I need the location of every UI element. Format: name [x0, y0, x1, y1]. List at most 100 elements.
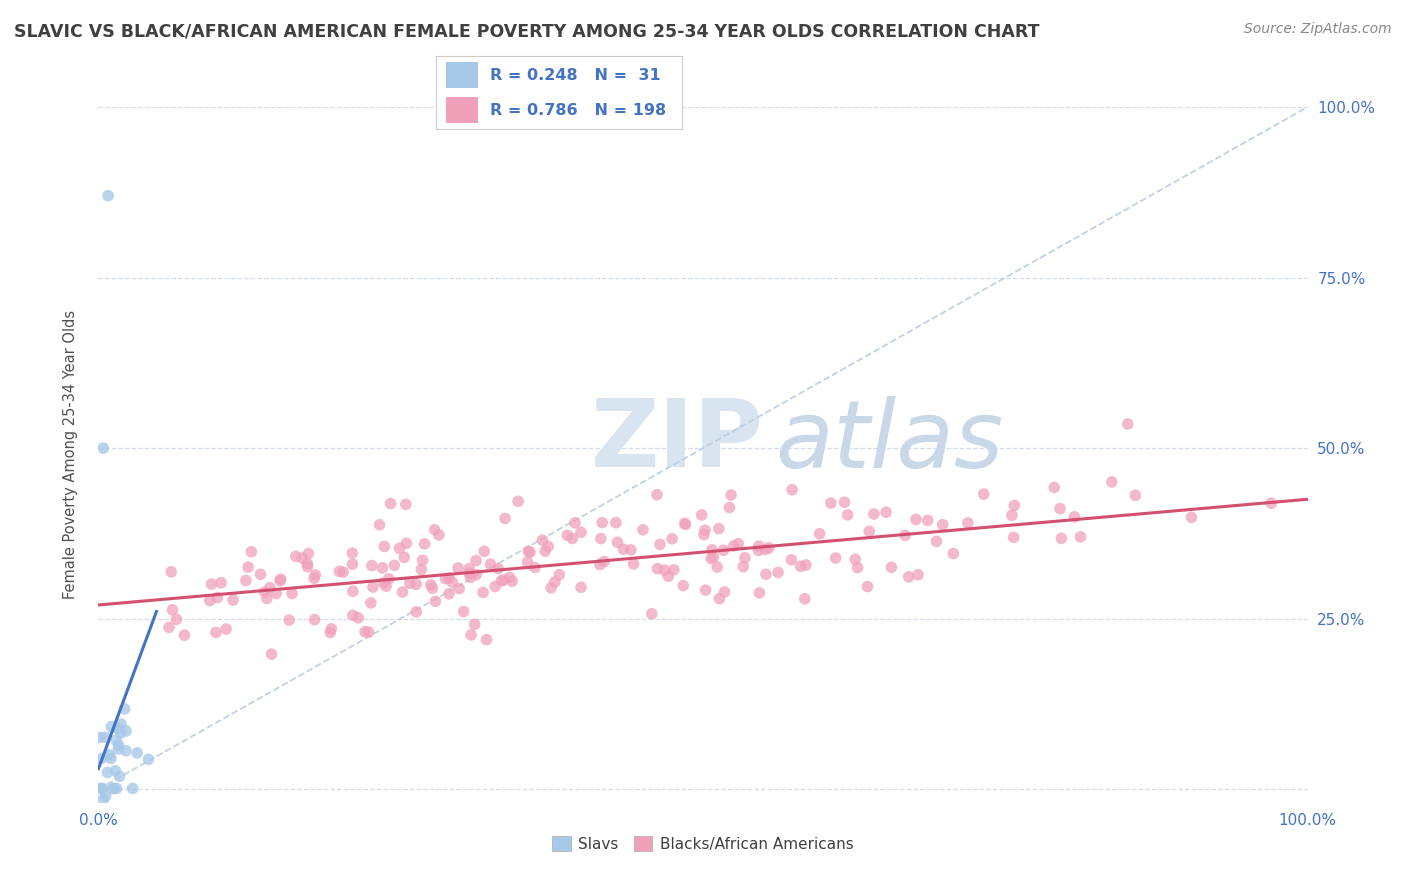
Point: [734, 550, 756, 565]
Point: [465, 567, 488, 582]
Point: [748, 586, 770, 600]
Point: [391, 585, 413, 599]
Point: [342, 608, 364, 623]
Point: [623, 557, 645, 571]
Point: [645, 488, 668, 502]
Point: [360, 596, 382, 610]
Point: [727, 536, 749, 550]
Point: [108, 769, 131, 783]
Point: [425, 594, 447, 608]
Point: [754, 542, 776, 557]
Point: [105, 733, 128, 747]
Point: [1063, 509, 1085, 524]
Point: [458, 566, 481, 580]
Point: [846, 560, 869, 574]
Point: [256, 591, 278, 606]
Point: [89, 731, 111, 745]
Point: [162, 603, 184, 617]
Point: [264, 586, 287, 600]
Point: [398, 576, 420, 591]
Point: [808, 526, 831, 541]
Point: [405, 605, 427, 619]
Point: [1043, 480, 1066, 494]
Text: atlas: atlas: [776, 395, 1004, 486]
Point: [281, 586, 304, 600]
Point: [925, 534, 948, 549]
Point: [165, 612, 187, 626]
Point: [606, 535, 628, 549]
Point: [631, 523, 654, 537]
Point: [561, 532, 583, 546]
Point: [917, 513, 939, 527]
Point: [357, 625, 380, 640]
Point: [780, 483, 803, 497]
FancyBboxPatch shape: [446, 62, 478, 88]
Point: [360, 558, 382, 573]
Point: [115, 744, 138, 758]
Point: [319, 625, 342, 640]
Point: [205, 625, 228, 640]
Point: [780, 553, 803, 567]
Point: [200, 577, 222, 591]
Point: [713, 543, 735, 558]
Point: [1069, 530, 1091, 544]
Point: [657, 569, 679, 583]
Point: [371, 561, 394, 575]
Point: [484, 580, 506, 594]
Point: [1050, 532, 1073, 546]
Point: [90, 751, 112, 765]
Point: [748, 539, 770, 553]
Point: [395, 536, 418, 550]
Point: [942, 546, 965, 560]
Text: R = 0.786   N = 198: R = 0.786 N = 198: [491, 103, 666, 118]
Point: [858, 524, 880, 539]
Point: [115, 723, 138, 738]
Point: [544, 574, 567, 589]
Point: [101, 781, 124, 796]
Point: [368, 517, 391, 532]
Point: [94, 730, 117, 744]
Point: [569, 525, 592, 540]
Point: [427, 528, 450, 542]
Point: [956, 516, 979, 530]
Point: [713, 585, 735, 599]
Point: [110, 717, 132, 731]
Point: [361, 580, 384, 594]
Point: [412, 553, 434, 567]
Point: [593, 554, 616, 568]
Point: [875, 505, 897, 519]
Point: [342, 557, 364, 571]
Point: [321, 622, 343, 636]
Point: [437, 587, 460, 601]
Point: [834, 495, 856, 509]
Point: [557, 528, 579, 542]
Point: [110, 726, 132, 740]
Point: [1260, 496, 1282, 510]
Point: [297, 557, 319, 571]
Point: [441, 575, 464, 590]
Point: [894, 528, 917, 542]
Point: [91, 781, 114, 796]
Point: [107, 738, 129, 752]
Point: [114, 702, 136, 716]
Y-axis label: Female Poverty Among 25-34 Year Olds: Female Poverty Among 25-34 Year Olds: [63, 310, 77, 599]
Point: [249, 567, 271, 582]
Point: [405, 577, 427, 591]
Point: [278, 613, 301, 627]
Point: [475, 632, 498, 647]
Point: [91, 441, 114, 455]
Point: [494, 511, 516, 525]
Point: [449, 582, 471, 596]
Point: [718, 500, 741, 515]
Point: [434, 572, 457, 586]
Point: [98, 747, 121, 762]
Point: [411, 562, 433, 576]
Point: [693, 523, 716, 537]
Point: [648, 537, 671, 551]
Point: [517, 544, 540, 558]
Point: [270, 572, 292, 586]
Point: [423, 523, 446, 537]
Point: [291, 551, 314, 566]
Point: [160, 565, 183, 579]
Point: [700, 551, 723, 566]
